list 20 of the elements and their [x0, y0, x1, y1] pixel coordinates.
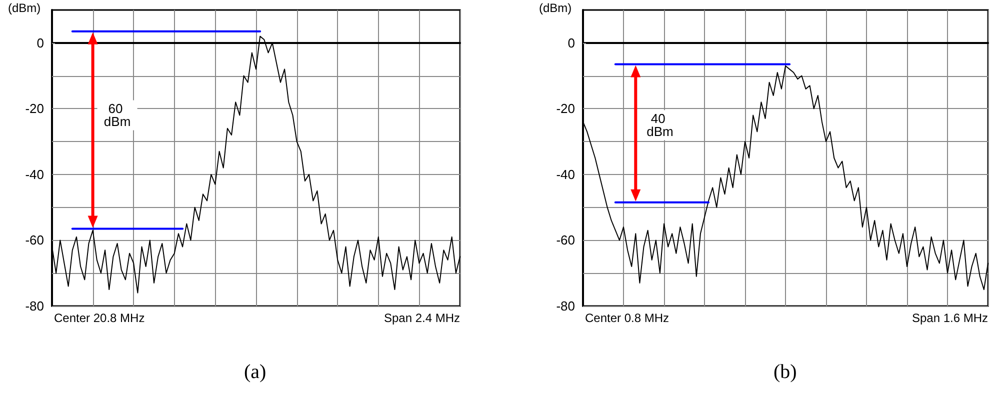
y-tick-label: 0 — [36, 35, 44, 50]
text: (b) — [774, 361, 797, 383]
y-tick-label: -80 — [556, 298, 575, 314]
y-tick-label: -20 — [556, 101, 575, 116]
y-axis-title: (dBm) — [8, 1, 41, 15]
y-tick-label: -40 — [556, 166, 575, 182]
annotation: 60 dBm — [104, 101, 131, 130]
text: Span 2.4 MHz — [384, 311, 460, 325]
y-tick-label: -60 — [556, 232, 575, 248]
y-tick-label: 0 — [568, 35, 575, 50]
y-tick-label: -60 — [25, 232, 44, 248]
text: Center 20.8 MHz — [54, 311, 145, 325]
text: (a) — [244, 361, 266, 383]
y-tick-label: -40 — [25, 166, 44, 182]
text: Center 0.8 MHz — [585, 311, 670, 325]
y-tick-label: -20 — [25, 101, 44, 116]
y-tick-label: -80 — [25, 298, 44, 314]
text: Span 1.6 MHz — [912, 311, 988, 325]
y-axis-title: (dBm) — [539, 1, 572, 15]
annotation: 40 dBm — [646, 111, 674, 140]
